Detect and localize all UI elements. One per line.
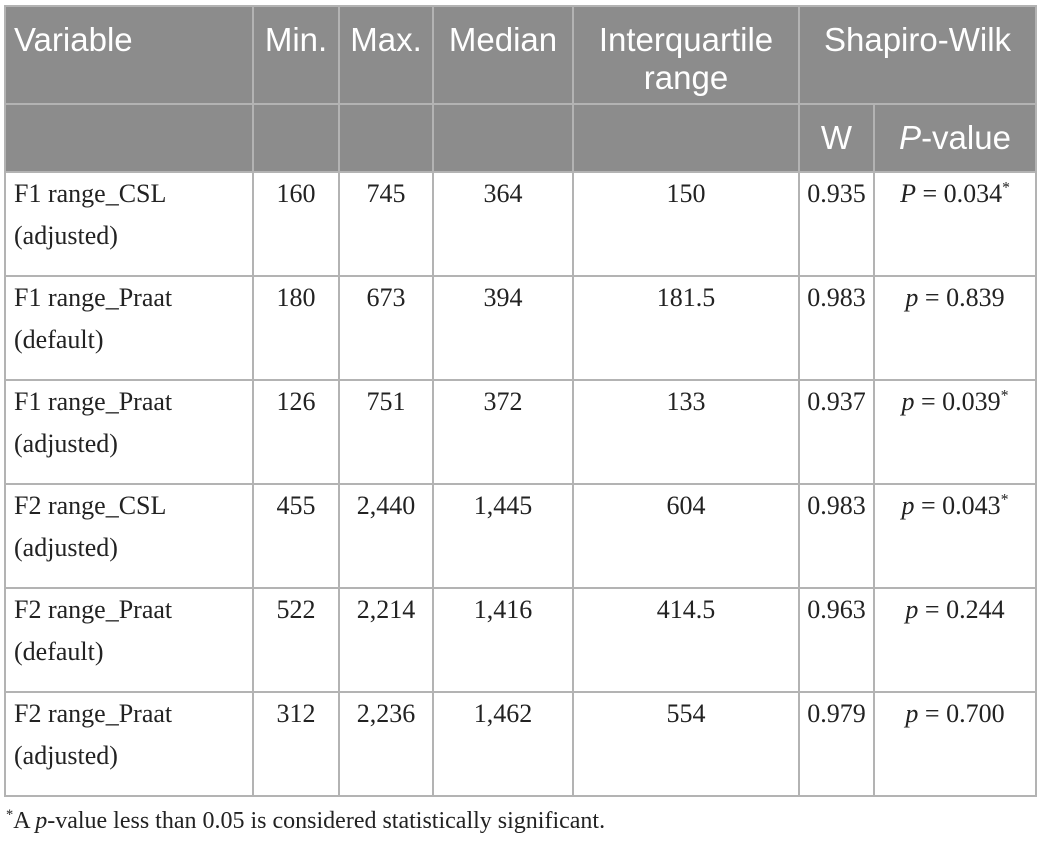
- cell-variable: F1 range_Praat (adjusted): [4, 379, 254, 485]
- cell-variable: F2 range_Praat (default): [4, 587, 254, 693]
- significance-mark: *: [1000, 491, 1009, 509]
- descriptive-statistics-table: Variable Min. Max. Median Interquartile …: [4, 5, 1038, 797]
- variable-name: F2 range_CSL: [14, 491, 167, 520]
- cell-min: 180: [252, 275, 340, 381]
- p-number: = 0.700: [918, 699, 1005, 728]
- cell-w: 0.963: [798, 587, 875, 693]
- header-median: Median: [432, 5, 574, 105]
- header-min: Min.: [252, 5, 340, 105]
- cell-max: 745: [338, 171, 434, 277]
- cell-iqr: 414.5: [572, 587, 800, 693]
- cell-iqr: 181.5: [572, 275, 800, 381]
- cell-iqr: 133: [572, 379, 800, 485]
- header-blank-max: [338, 103, 434, 173]
- table-row: F1 range_Praat (default) 180 673 394 181.5 0.9…: [4, 275, 1038, 381]
- table-row: F2 range_CSL (adjusted) 455 2,440 1,445 604 0.…: [4, 483, 1038, 589]
- cell-w: 0.935: [798, 171, 875, 277]
- variable-name: F2 range_Praat: [14, 699, 173, 728]
- cell-p-value: p = 0.039*: [872, 379, 1038, 485]
- p-symbol: P: [900, 179, 916, 208]
- footnote-mark: *: [6, 807, 14, 823]
- cell-variable: F1 range_CSL (adjusted): [4, 171, 254, 277]
- header-iqr: Interquartile range: [572, 5, 800, 105]
- header-shapiro-wilk: Shapiro-Wilk: [797, 5, 1038, 105]
- header-p-symbol: P: [899, 119, 922, 156]
- p-symbol: p: [905, 283, 919, 312]
- footnote: *A p-value less than 0.05 is considered …: [6, 808, 605, 835]
- cell-median: 1,416: [432, 587, 574, 693]
- cell-p-value: p = 0.839: [872, 275, 1038, 381]
- cell-p-value: p = 0.700: [872, 691, 1038, 797]
- p-symbol: p: [905, 699, 919, 728]
- cell-max: 2,440: [338, 483, 434, 589]
- table-body: F1 range_CSL (adjusted) 160 745 364 150 0.935 P…: [4, 171, 1038, 797]
- variable-name: F1 range_Praat: [14, 387, 173, 416]
- footnote-text: -value less than 0.05 is considered stat…: [47, 808, 606, 834]
- header-p-value: P-value: [872, 103, 1038, 173]
- cell-w: 0.937: [798, 379, 875, 485]
- significance-mark: *: [1000, 387, 1009, 405]
- cell-w: 0.983: [798, 483, 875, 589]
- header-max: Max.: [338, 5, 434, 105]
- header-blank-iqr: [572, 103, 800, 173]
- cell-w: 0.979: [798, 691, 875, 797]
- header-p-suffix: -value: [921, 119, 1011, 156]
- cell-min: 160: [252, 171, 340, 277]
- variable-name: F1 range_CSL: [14, 179, 167, 208]
- header-blank-min: [252, 103, 340, 173]
- header-variable: Variable: [4, 5, 254, 105]
- significance-mark: *: [1002, 179, 1010, 197]
- variable-setting: (adjusted): [14, 741, 118, 770]
- cell-median: 1,445: [432, 483, 574, 589]
- cell-min: 522: [252, 587, 340, 693]
- cell-min: 455: [252, 483, 340, 589]
- header-w: W: [798, 103, 875, 173]
- variable-name: F1 range_Praat: [14, 283, 173, 312]
- cell-min: 312: [252, 691, 340, 797]
- cell-median: 1,462: [432, 691, 574, 797]
- variable-setting: (adjusted): [14, 429, 118, 458]
- cell-min: 126: [252, 379, 340, 485]
- cell-max: 673: [338, 275, 434, 381]
- header-blank-variable: [4, 103, 254, 173]
- cell-median: 364: [432, 171, 574, 277]
- p-number: = 0.043: [914, 491, 1001, 520]
- header-blank-median: [432, 103, 574, 173]
- cell-w: 0.983: [798, 275, 875, 381]
- variable-setting: (adjusted): [14, 533, 118, 562]
- p-symbol: p: [905, 595, 919, 624]
- p-symbol: p: [901, 491, 915, 520]
- cell-iqr: 604: [572, 483, 800, 589]
- cell-p-value: P = 0.034*: [872, 171, 1038, 277]
- table-row: F1 range_Praat (adjusted) 126 751 372 133 0.93…: [4, 379, 1038, 485]
- variable-setting: (default): [14, 637, 104, 666]
- p-symbol: p: [901, 387, 915, 416]
- cell-p-value: p = 0.043*: [872, 483, 1038, 589]
- cell-iqr: 554: [572, 691, 800, 797]
- cell-variable: F2 range_Praat (adjusted): [4, 691, 254, 797]
- cell-p-value: p = 0.244: [872, 587, 1038, 693]
- footnote-pre: A: [13, 808, 36, 834]
- cell-variable: F2 range_CSL (adjusted): [4, 483, 254, 589]
- variable-setting: (default): [14, 325, 104, 354]
- variable-setting: (adjusted): [14, 221, 118, 250]
- table-row: F1 range_CSL (adjusted) 160 745 364 150 0.935 P…: [4, 171, 1038, 277]
- p-number: = 0.839: [918, 283, 1005, 312]
- p-number: = 0.244: [918, 595, 1005, 624]
- cell-max: 751: [338, 379, 434, 485]
- cell-variable: F1 range_Praat (default): [4, 275, 254, 381]
- variable-name: F2 range_Praat: [14, 595, 173, 624]
- cell-max: 2,214: [338, 587, 434, 693]
- p-number: = 0.034: [915, 179, 1003, 208]
- table-header: Variable Min. Max. Median Interquartile …: [4, 5, 1038, 173]
- cell-iqr: 150: [572, 171, 800, 277]
- cell-median: 394: [432, 275, 574, 381]
- table-row: F2 range_Praat (adjusted) 312 2,236 1,462 554…: [4, 691, 1038, 797]
- footnote-p: p: [35, 808, 48, 834]
- cell-median: 372: [432, 379, 574, 485]
- table-row: F2 range_Praat (default) 522 2,214 1,416 414.…: [4, 587, 1038, 693]
- p-number: = 0.039: [914, 387, 1001, 416]
- cell-max: 2,236: [338, 691, 434, 797]
